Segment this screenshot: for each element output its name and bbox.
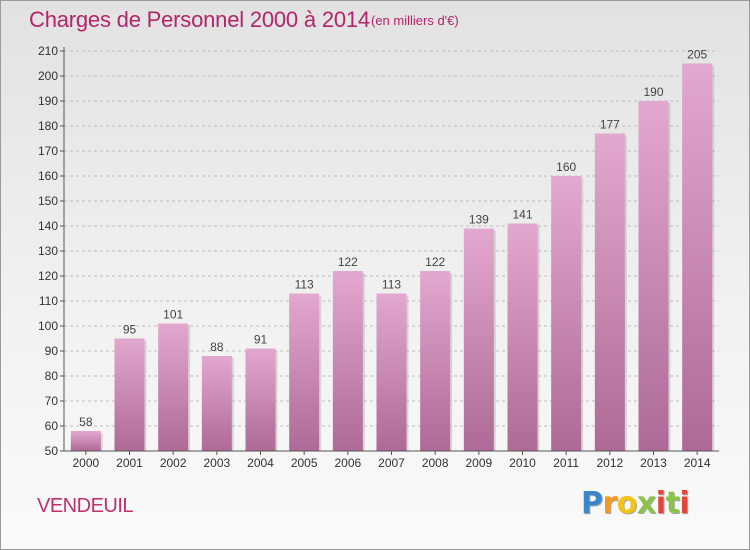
- data-label: 122: [425, 255, 445, 269]
- data-label: 122: [338, 255, 358, 269]
- bar: [638, 101, 669, 451]
- logo-letter: t: [665, 486, 680, 521]
- x-tick-label: 2014: [684, 456, 711, 470]
- x-tick-label: 2008: [422, 456, 449, 470]
- x-tick-label: 2010: [509, 456, 536, 470]
- y-tick-label: 110: [39, 294, 58, 308]
- y-tick-label: 170: [38, 144, 58, 158]
- bar: [289, 293, 320, 451]
- logo-letter: i: [655, 486, 666, 521]
- x-tick-label: 2011: [553, 456, 579, 470]
- y-tick-label: 180: [38, 119, 58, 133]
- data-label: 141: [512, 208, 532, 222]
- data-label: 95: [123, 323, 137, 337]
- bar: [594, 133, 625, 451]
- x-tick-label: 2003: [203, 456, 230, 470]
- x-tick-label: 2006: [334, 456, 361, 470]
- y-tick-label: 190: [38, 94, 58, 108]
- data-label: 101: [163, 308, 183, 322]
- bars: [70, 63, 715, 451]
- data-label: 177: [600, 118, 620, 132]
- x-tick-label: 2005: [291, 456, 318, 470]
- data-label: 91: [254, 333, 268, 347]
- y-tick-label: 50: [45, 444, 59, 458]
- data-label: 205: [687, 48, 707, 62]
- x-tick-label: 2000: [72, 456, 99, 470]
- y-tick-label: 80: [45, 369, 59, 383]
- y-tick-label: 130: [38, 244, 58, 258]
- x-tick-label: 2002: [160, 456, 187, 470]
- bar: [682, 63, 713, 451]
- x-tick-label: 2009: [465, 456, 492, 470]
- x-tick-label: 2004: [247, 456, 274, 470]
- y-tick-label: 210: [38, 44, 58, 58]
- bar: [376, 293, 407, 451]
- bar: [507, 223, 538, 451]
- unit-note: (en milliers d'€): [371, 13, 459, 28]
- data-label: 113: [382, 278, 401, 292]
- bar: [245, 348, 276, 451]
- bar: [70, 431, 101, 451]
- data-label: 58: [79, 415, 93, 429]
- bar: [201, 356, 232, 451]
- x-tick-label: 2013: [640, 456, 667, 470]
- bar: [551, 176, 582, 451]
- data-labels: 58 95 101 88 91 113 122 113 122 139 141 160 177 190 20…: [79, 48, 707, 430]
- y-tick-label: 100: [38, 319, 58, 333]
- data-label: 139: [469, 213, 489, 227]
- proxiti-logo: Proxiti: [581, 486, 690, 521]
- axes: 50 60 70 80 90 100 110 120 130 140 150 160 170 180 190…: [38, 44, 719, 470]
- bar: [420, 271, 451, 451]
- y-tick-label: 90: [45, 344, 59, 358]
- bar: [332, 271, 363, 451]
- y-tick-label: 60: [45, 419, 59, 433]
- data-label: 113: [295, 278, 314, 292]
- x-tick-label: 2012: [596, 456, 623, 470]
- y-tick-label: 160: [38, 169, 58, 183]
- x-tick-label: 2001: [116, 456, 143, 470]
- logo-letter: x: [636, 486, 656, 521]
- bar: [114, 338, 145, 451]
- commune-name: VENDEUIL: [37, 495, 134, 517]
- y-tick-label: 70: [45, 394, 59, 408]
- logo-letter: P: [581, 486, 603, 521]
- y-tick-label: 200: [38, 69, 58, 83]
- logo-letter: i: [679, 486, 690, 521]
- y-tick-label: 120: [38, 269, 58, 283]
- data-label: 88: [210, 340, 224, 354]
- data-label: 190: [643, 85, 663, 99]
- bar: [158, 323, 189, 451]
- bar: [463, 228, 494, 451]
- logo-letter: o: [616, 486, 638, 521]
- chart-title: Charges de Personnel 2000 à 2014: [29, 7, 370, 32]
- data-label: 160: [556, 160, 576, 174]
- y-tick-label: 140: [38, 219, 58, 233]
- x-tick-label: 2007: [378, 456, 405, 470]
- logo-letter: r: [602, 486, 618, 521]
- y-tick-label: 150: [38, 194, 58, 208]
